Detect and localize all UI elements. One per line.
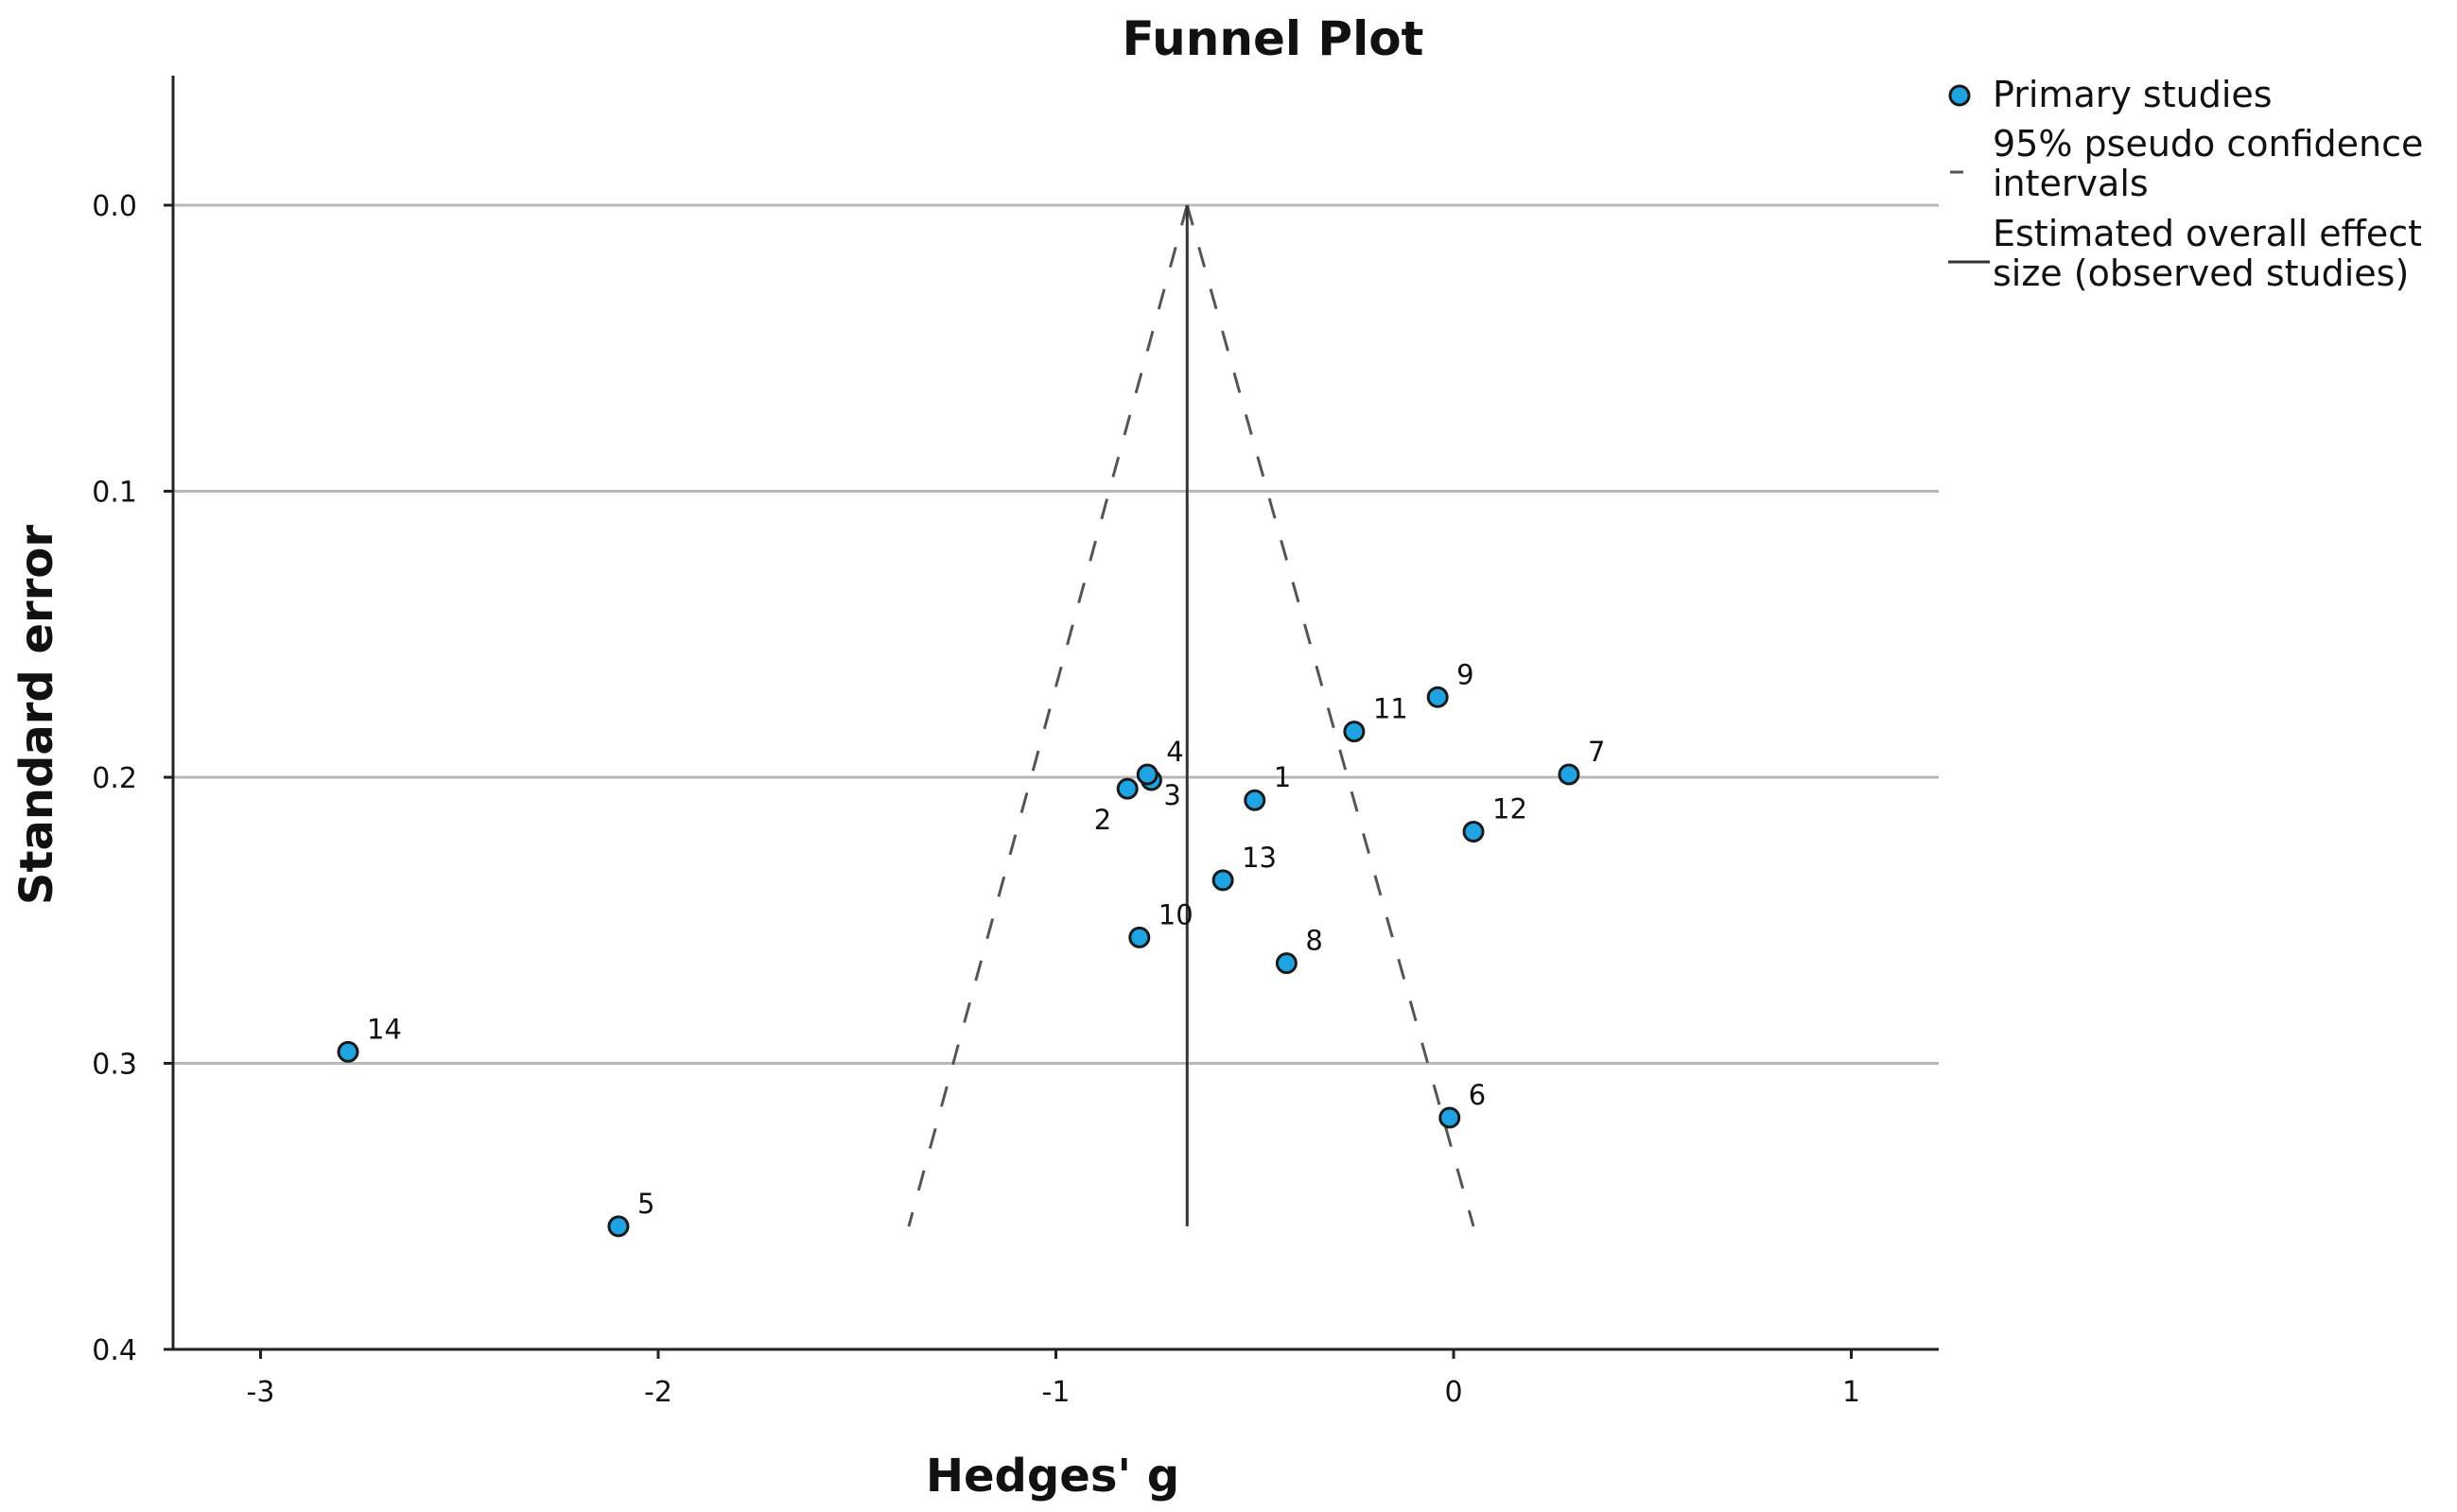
- study-point: [1462, 820, 1485, 843]
- study-point-label: 10: [1159, 898, 1194, 930]
- study-point: [1128, 926, 1151, 948]
- x-tick-label: -2: [644, 1376, 672, 1409]
- study-point: [1136, 763, 1159, 786]
- study-point: [1558, 763, 1580, 786]
- study-point: [1426, 686, 1449, 708]
- axes: [171, 76, 1939, 1351]
- legend-entry-label: 95% pseudo confidence: [1993, 123, 2423, 165]
- legend-entry-label: intervals: [1993, 163, 2149, 204]
- x-tick-label: -3: [247, 1376, 275, 1409]
- study-point-label: 5: [637, 1188, 654, 1220]
- legend-marker-point: [1948, 84, 1971, 107]
- study-point-label: 7: [1588, 736, 1605, 768]
- study-point-label: 11: [1373, 693, 1408, 725]
- study-point-label: 9: [1456, 658, 1473, 690]
- study-point: [1438, 1106, 1461, 1129]
- x-tick-label: 1: [1842, 1376, 1860, 1409]
- study-point-label: 8: [1305, 925, 1322, 957]
- study-point: [607, 1215, 630, 1238]
- study-point: [1343, 721, 1366, 743]
- y-axis-ticks: 0.0 0.1 0.2 0.3 0.4: [92, 190, 173, 1367]
- study-point-label: 13: [1242, 842, 1277, 874]
- x-axis-ticks: -3 -2 -1 0 1: [247, 1349, 1860, 1409]
- study-point: [1116, 777, 1139, 800]
- study-point-label: 1: [1274, 761, 1291, 793]
- x-tick-label: 0: [1444, 1376, 1462, 1409]
- study-point-label: 12: [1492, 792, 1527, 825]
- study-points: [337, 686, 1580, 1238]
- study-point-label: 4: [1166, 736, 1183, 768]
- study-point-label: 3: [1163, 779, 1180, 811]
- y-axis-label: Standard error: [10, 525, 63, 905]
- legend-entry-label: Estimated overall effect: [1993, 213, 2422, 254]
- y-tick-label: 0.1: [92, 477, 137, 510]
- pseudo-ci-line-left: [907, 204, 1189, 1227]
- study-point-label: 14: [367, 1013, 402, 1045]
- study-point-label: 2: [1094, 804, 1111, 836]
- study-point: [1211, 869, 1234, 892]
- y-tick-label: 0.0: [92, 190, 137, 223]
- legend-entry-label: size (observed studies): [1993, 252, 2409, 294]
- pseudo-confidence-interval-lines: [907, 204, 1475, 1227]
- legend-entry-label: Primary studies: [1993, 74, 2273, 115]
- gridlines: [173, 203, 1939, 1065]
- x-tick-label: -1: [1042, 1376, 1071, 1409]
- y-tick-label: 0.4: [92, 1334, 137, 1367]
- chart-title: Funnel Plot: [1123, 11, 1424, 66]
- y-tick-label: 0.2: [92, 762, 137, 795]
- study-point: [1244, 789, 1266, 811]
- pseudo-ci-line-right: [1185, 204, 1475, 1227]
- study-point: [1275, 952, 1298, 975]
- y-tick-label: 0.3: [92, 1049, 137, 1082]
- study-point-label: 6: [1469, 1079, 1486, 1111]
- x-axis-label: Hedges' g: [926, 1450, 1179, 1503]
- study-point: [337, 1040, 359, 1063]
- legend: Primary studies 95% pseudo confidenceinte…: [1948, 74, 2423, 294]
